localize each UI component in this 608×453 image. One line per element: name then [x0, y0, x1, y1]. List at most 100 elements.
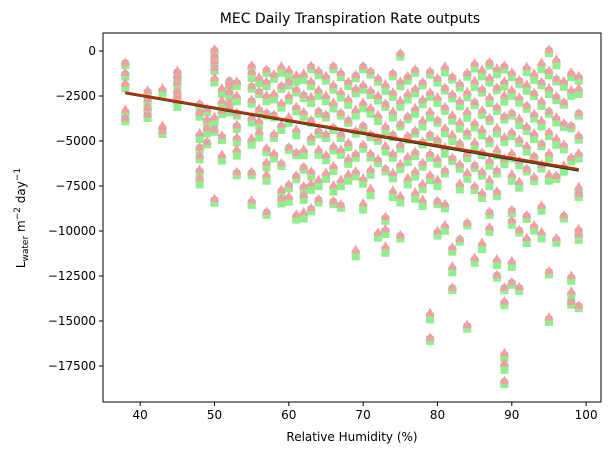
point-square [433, 139, 442, 148]
point-triangle [328, 79, 339, 89]
point-square [433, 231, 442, 240]
point-square [336, 150, 345, 159]
point-square [277, 199, 286, 208]
point-square [321, 76, 330, 85]
point-triangle [358, 139, 368, 149]
point-square [463, 72, 472, 81]
point-triangle [470, 57, 480, 67]
point-triangle [299, 106, 309, 116]
point-triangle [351, 104, 361, 113]
point-square [478, 88, 487, 97]
point-triangle [195, 106, 205, 116]
point-square [426, 176, 435, 185]
point-square [485, 227, 494, 236]
point-triangle [566, 270, 576, 279]
point-square [232, 82, 241, 91]
point-square [269, 95, 278, 104]
point-square [544, 270, 553, 279]
point-triangle [276, 80, 286, 89]
point-triangle [440, 61, 450, 70]
point-square [366, 109, 375, 118]
point-square [388, 92, 397, 101]
point-square [321, 133, 330, 142]
point-square [485, 161, 494, 170]
point-square [321, 97, 330, 106]
point-triangle [365, 102, 376, 112]
point-triangle [261, 143, 272, 152]
y-tick-label: −5000 [55, 134, 96, 148]
point-triangle [254, 103, 264, 113]
point-square [374, 159, 383, 168]
point-square [530, 114, 539, 123]
point-triangle [328, 179, 339, 189]
point-triangle [395, 158, 405, 168]
point-triangle [529, 171, 539, 181]
point-square [232, 171, 241, 180]
point-triangle [470, 159, 480, 169]
point-triangle [313, 174, 324, 183]
point-triangle [306, 178, 316, 187]
point-square [478, 72, 487, 81]
point-triangle [522, 121, 532, 130]
point-triangle [529, 87, 539, 97]
point-triangle [529, 68, 539, 77]
point-square [522, 127, 531, 136]
point-triangle [217, 83, 227, 92]
point-square [173, 102, 182, 111]
point-triangle [477, 187, 487, 197]
point-triangle [284, 90, 294, 100]
point-triangle [373, 109, 383, 119]
point-square [351, 74, 360, 83]
point-square [195, 180, 204, 189]
point-square [292, 131, 301, 140]
point-triangle [313, 65, 324, 74]
point-triangle [209, 55, 220, 65]
data-points [120, 44, 584, 389]
point-triangle [217, 95, 227, 104]
point-square [314, 130, 323, 139]
point-triangle [529, 219, 539, 229]
point-square [448, 268, 457, 277]
point-triangle [343, 76, 353, 85]
point-triangle [276, 192, 286, 202]
point-triangle [232, 166, 242, 176]
point-square [426, 336, 435, 345]
point-triangle [440, 164, 450, 174]
point-square [217, 136, 226, 145]
point-square [455, 124, 464, 133]
point-triangle [336, 107, 346, 117]
point-square [217, 89, 226, 98]
point-square [299, 151, 308, 160]
point-square [366, 191, 375, 200]
point-triangle [321, 90, 331, 99]
point-triangle [432, 134, 443, 143]
point-triangle [336, 67, 346, 76]
point-triangle [365, 85, 376, 94]
point-triangle [276, 158, 286, 167]
point-square [507, 91, 516, 100]
point-square [552, 61, 561, 70]
point-triangle [529, 150, 539, 160]
point-triangle [574, 181, 584, 191]
point-triangle [499, 89, 509, 99]
point-triangle [172, 77, 182, 86]
point-square [292, 88, 301, 97]
point-triangle [499, 296, 509, 305]
point-square [403, 158, 412, 167]
point-square [507, 209, 516, 218]
point-square [329, 187, 338, 196]
point-square [418, 185, 427, 194]
point-square [478, 194, 487, 203]
point-triangle [120, 67, 130, 77]
point-triangle [522, 61, 532, 71]
point-triangle [388, 87, 398, 96]
point-triangle [484, 222, 495, 231]
point-square [351, 172, 360, 181]
point-square [574, 235, 583, 244]
point-triangle [120, 77, 130, 87]
point-triangle [343, 153, 353, 162]
point-triangle [306, 202, 316, 212]
point-triangle [410, 64, 420, 73]
point-square [500, 380, 509, 389]
point-square [314, 182, 323, 191]
